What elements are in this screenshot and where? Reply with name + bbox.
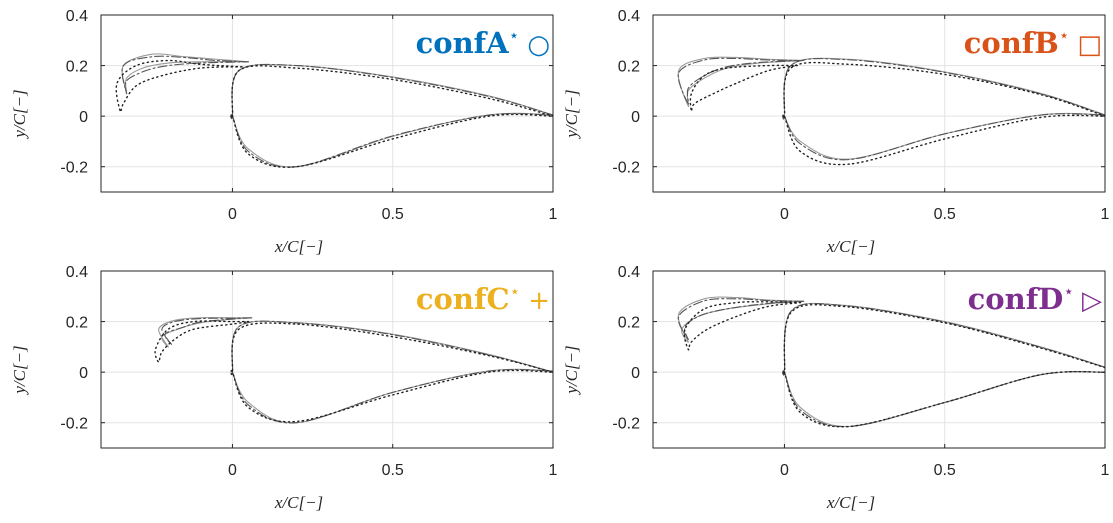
series-solid-main [782,57,1105,160]
panel-confA: 0 0.5 1 -0.2 0 0.2 0.4 x/C[−] y/C[−] confA⋆ ○ [10,8,558,256]
x-tick-label: 0 [228,462,237,479]
x-tick-label: 0 [780,206,789,223]
y-tick-label: 0.2 [618,315,640,332]
x-tick-label: 1 [549,462,558,479]
x-tick-label: 0.5 [382,206,404,223]
y-tick-label: -0.2 [60,160,88,177]
axes-box [100,270,554,449]
config-title: confB⋆ □ [964,26,1102,60]
y-tick-label: 0 [79,365,88,382]
y-tick-label: 0.2 [66,59,88,76]
series-group [677,296,1105,428]
series-dashdot-main [782,58,1105,161]
x-axis-label: x/C[−] [826,493,875,512]
config-title: confD⋆ ▷ [968,282,1102,316]
config-title-name: confC [416,282,510,316]
x-tick-label: 0 [228,206,237,223]
config-title: confA⋆ ○ [416,26,550,60]
x-tick-label: 1 [1101,462,1110,479]
panel-confB: 0 0.5 1 -0.2 0 0.2 0.4 x/C[−] y/C[−] confB⋆ □ [562,8,1110,256]
y-tick-label: -0.2 [60,416,88,433]
series-solid-slat [121,53,250,92]
config-title-name: confD [968,282,1064,316]
series-dotted-main [782,61,1105,166]
y-axis-label: y/C[−] [10,89,29,139]
x-tick-label: 0 [780,462,789,479]
y-tick-label: -0.2 [612,160,640,177]
config-title-name: confA [416,26,510,60]
y-tick-label: 0.4 [618,8,640,25]
config-title-star: ⋆ [1063,282,1074,302]
x-tick-label: 1 [549,206,558,223]
panel-confD: 0 0.5 1 -0.2 0 0.2 0.4 x/C[−] y/C[−] confD⋆ ▷ [562,264,1110,512]
config-title-name: confB [964,26,1059,60]
y-tick-label: 0.4 [66,264,88,281]
series-group [677,56,1105,166]
series-solid-slat [677,56,805,108]
series-dotted-slat [115,59,243,113]
series-dashdot-main [782,303,1105,428]
config-title: confC⋆ + [416,282,550,316]
series-dashdot-slat [677,298,805,340]
series-dotted-main [782,304,1105,428]
series-dotted-slat [689,64,798,113]
x-tick-label: 0.5 [382,462,404,479]
series-dotted-slat [683,301,802,351]
series-dotted-main [230,322,553,423]
config-title-star: ⋆ [510,282,521,302]
y-tick-label: 0.4 [66,8,88,25]
config-marker-symbol: ○ [527,30,550,60]
config-marker-symbol: ▷ [1082,286,1102,316]
y-tick-label: 0 [79,109,88,126]
config-marker-symbol: + [528,286,550,316]
series-dashdot-slat [677,57,805,105]
y-tick-label: 0 [631,365,640,382]
series-group [115,53,553,168]
axes-box [652,14,1106,193]
y-tick-label: -0.2 [612,416,640,433]
axes-box [652,270,1106,449]
x-axis-label: x/C[−] [274,493,323,512]
series-group [154,317,553,424]
series-dashdot-main [230,320,553,424]
config-title-star: ⋆ [1059,26,1070,46]
y-axis-label: y/C[−] [10,345,29,395]
series-dotted-main [230,65,553,168]
y-axis-label: y/C[−] [562,89,581,139]
y-tick-label: 0.2 [618,59,640,76]
series-dashdot-slat [121,55,250,95]
panel-confC: 0 0.5 1 -0.2 0 0.2 0.4 x/C[−] y/C[−] confC⋆ + [10,264,558,512]
config-marker-symbol: □ [1077,30,1102,60]
y-axis-label: y/C[−] [562,345,581,395]
y-tick-label: 0.4 [618,264,640,281]
y-tick-label: 0 [631,109,640,126]
series-dotted-slat [154,320,250,363]
x-tick-label: 1 [1101,206,1110,223]
axes-box [100,14,554,193]
config-title-star: ⋆ [509,26,520,46]
x-tick-label: 0.5 [934,462,956,479]
y-tick-label: 0.2 [66,315,88,332]
x-tick-label: 0.5 [934,206,956,223]
x-axis-label: x/C[−] [274,237,323,256]
x-axis-label: x/C[−] [826,237,875,256]
